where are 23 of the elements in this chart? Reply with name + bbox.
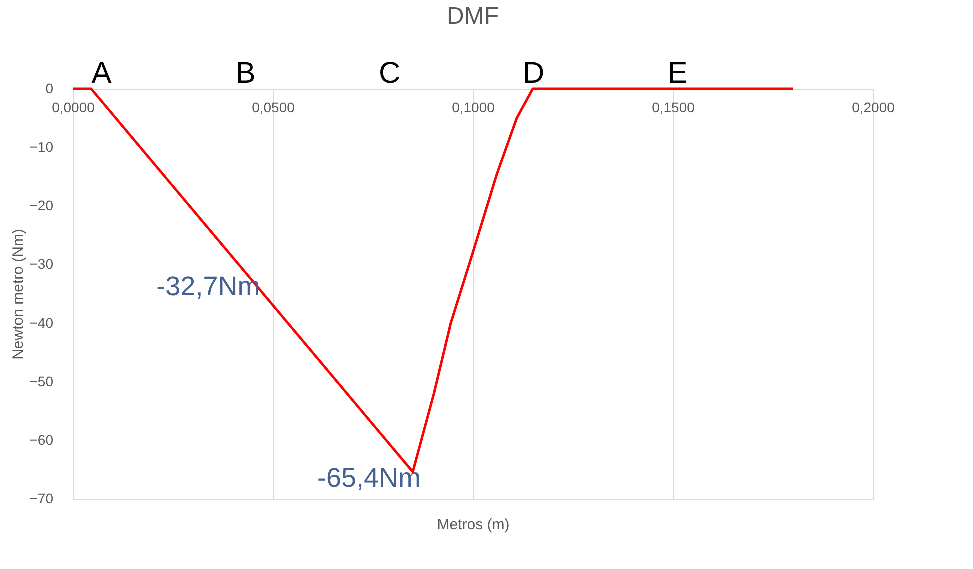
- annotation: D: [522, 57, 545, 90]
- x-tick-label: 0,2000: [852, 100, 896, 116]
- x-tick-label: 0,1500: [652, 100, 696, 116]
- y-tick-label: −40: [30, 314, 54, 331]
- x-axis-title: Metros (m): [437, 516, 510, 534]
- annotation: -32,7Nm: [156, 272, 260, 302]
- y-axis-title: Newton metro (Nm): [10, 229, 27, 360]
- y-tick-label: −30: [30, 256, 54, 272]
- x-tick-label: 0,0000: [52, 100, 96, 116]
- annotation: -65,4Nm: [317, 463, 421, 494]
- annotation: B: [236, 57, 256, 90]
- annotation: E: [668, 57, 688, 90]
- y-tick-label: −60: [30, 432, 54, 448]
- y-tick-label: −20: [30, 198, 54, 214]
- y-tick-label: −10: [30, 139, 54, 156]
- y-tick-label: −70: [30, 490, 54, 506]
- x-tick-label: 0,1000: [452, 100, 496, 116]
- x-tick-label: 0,0500: [252, 100, 296, 116]
- chart-title: DMF: [447, 3, 499, 30]
- y-tick-label: −50: [30, 373, 54, 390]
- y-tick-label: 0: [46, 80, 54, 96]
- annotation: A: [92, 57, 112, 90]
- annotation: C: [378, 57, 401, 90]
